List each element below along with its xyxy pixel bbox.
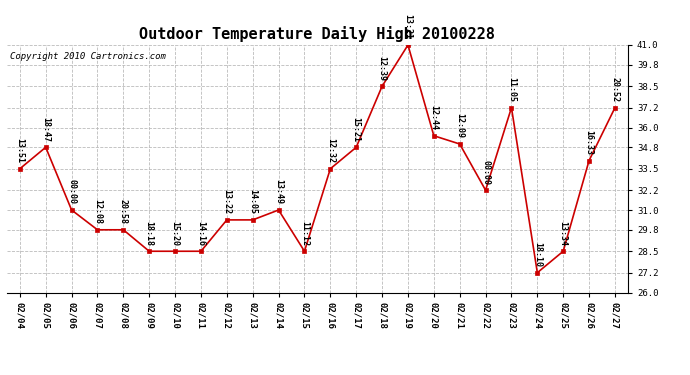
Text: 13:22: 13:22 <box>222 189 231 214</box>
Text: 00:00: 00:00 <box>481 160 490 184</box>
Text: 20:52: 20:52 <box>611 77 620 102</box>
Text: 12:09: 12:09 <box>455 114 464 138</box>
Text: 12:08: 12:08 <box>93 199 102 224</box>
Text: 18:18: 18:18 <box>145 221 154 246</box>
Text: 20:58: 20:58 <box>119 199 128 224</box>
Text: 12:44: 12:44 <box>429 105 438 130</box>
Text: Copyright 2010 Cartronics.com: Copyright 2010 Cartronics.com <box>10 53 166 62</box>
Title: Outdoor Temperature Daily High 20100228: Outdoor Temperature Daily High 20100228 <box>139 27 495 42</box>
Text: 00:00: 00:00 <box>67 180 76 204</box>
Text: 13:49: 13:49 <box>274 180 283 204</box>
Text: 11:05: 11:05 <box>507 77 516 102</box>
Text: 18:47: 18:47 <box>41 117 50 142</box>
Text: 12:32: 12:32 <box>326 138 335 163</box>
Text: 16:33: 16:33 <box>584 130 593 155</box>
Text: 14:05: 14:05 <box>248 189 257 214</box>
Text: 15:21: 15:21 <box>352 117 361 142</box>
Text: 12:39: 12:39 <box>377 56 386 81</box>
Text: 13:34: 13:34 <box>559 221 568 246</box>
Text: 13:51: 13:51 <box>15 138 24 163</box>
Text: 11:12: 11:12 <box>300 221 309 246</box>
Text: 14:16: 14:16 <box>197 221 206 246</box>
Text: 18:10: 18:10 <box>533 242 542 267</box>
Text: 13:21: 13:21 <box>404 15 413 39</box>
Text: 15:20: 15:20 <box>170 221 179 246</box>
